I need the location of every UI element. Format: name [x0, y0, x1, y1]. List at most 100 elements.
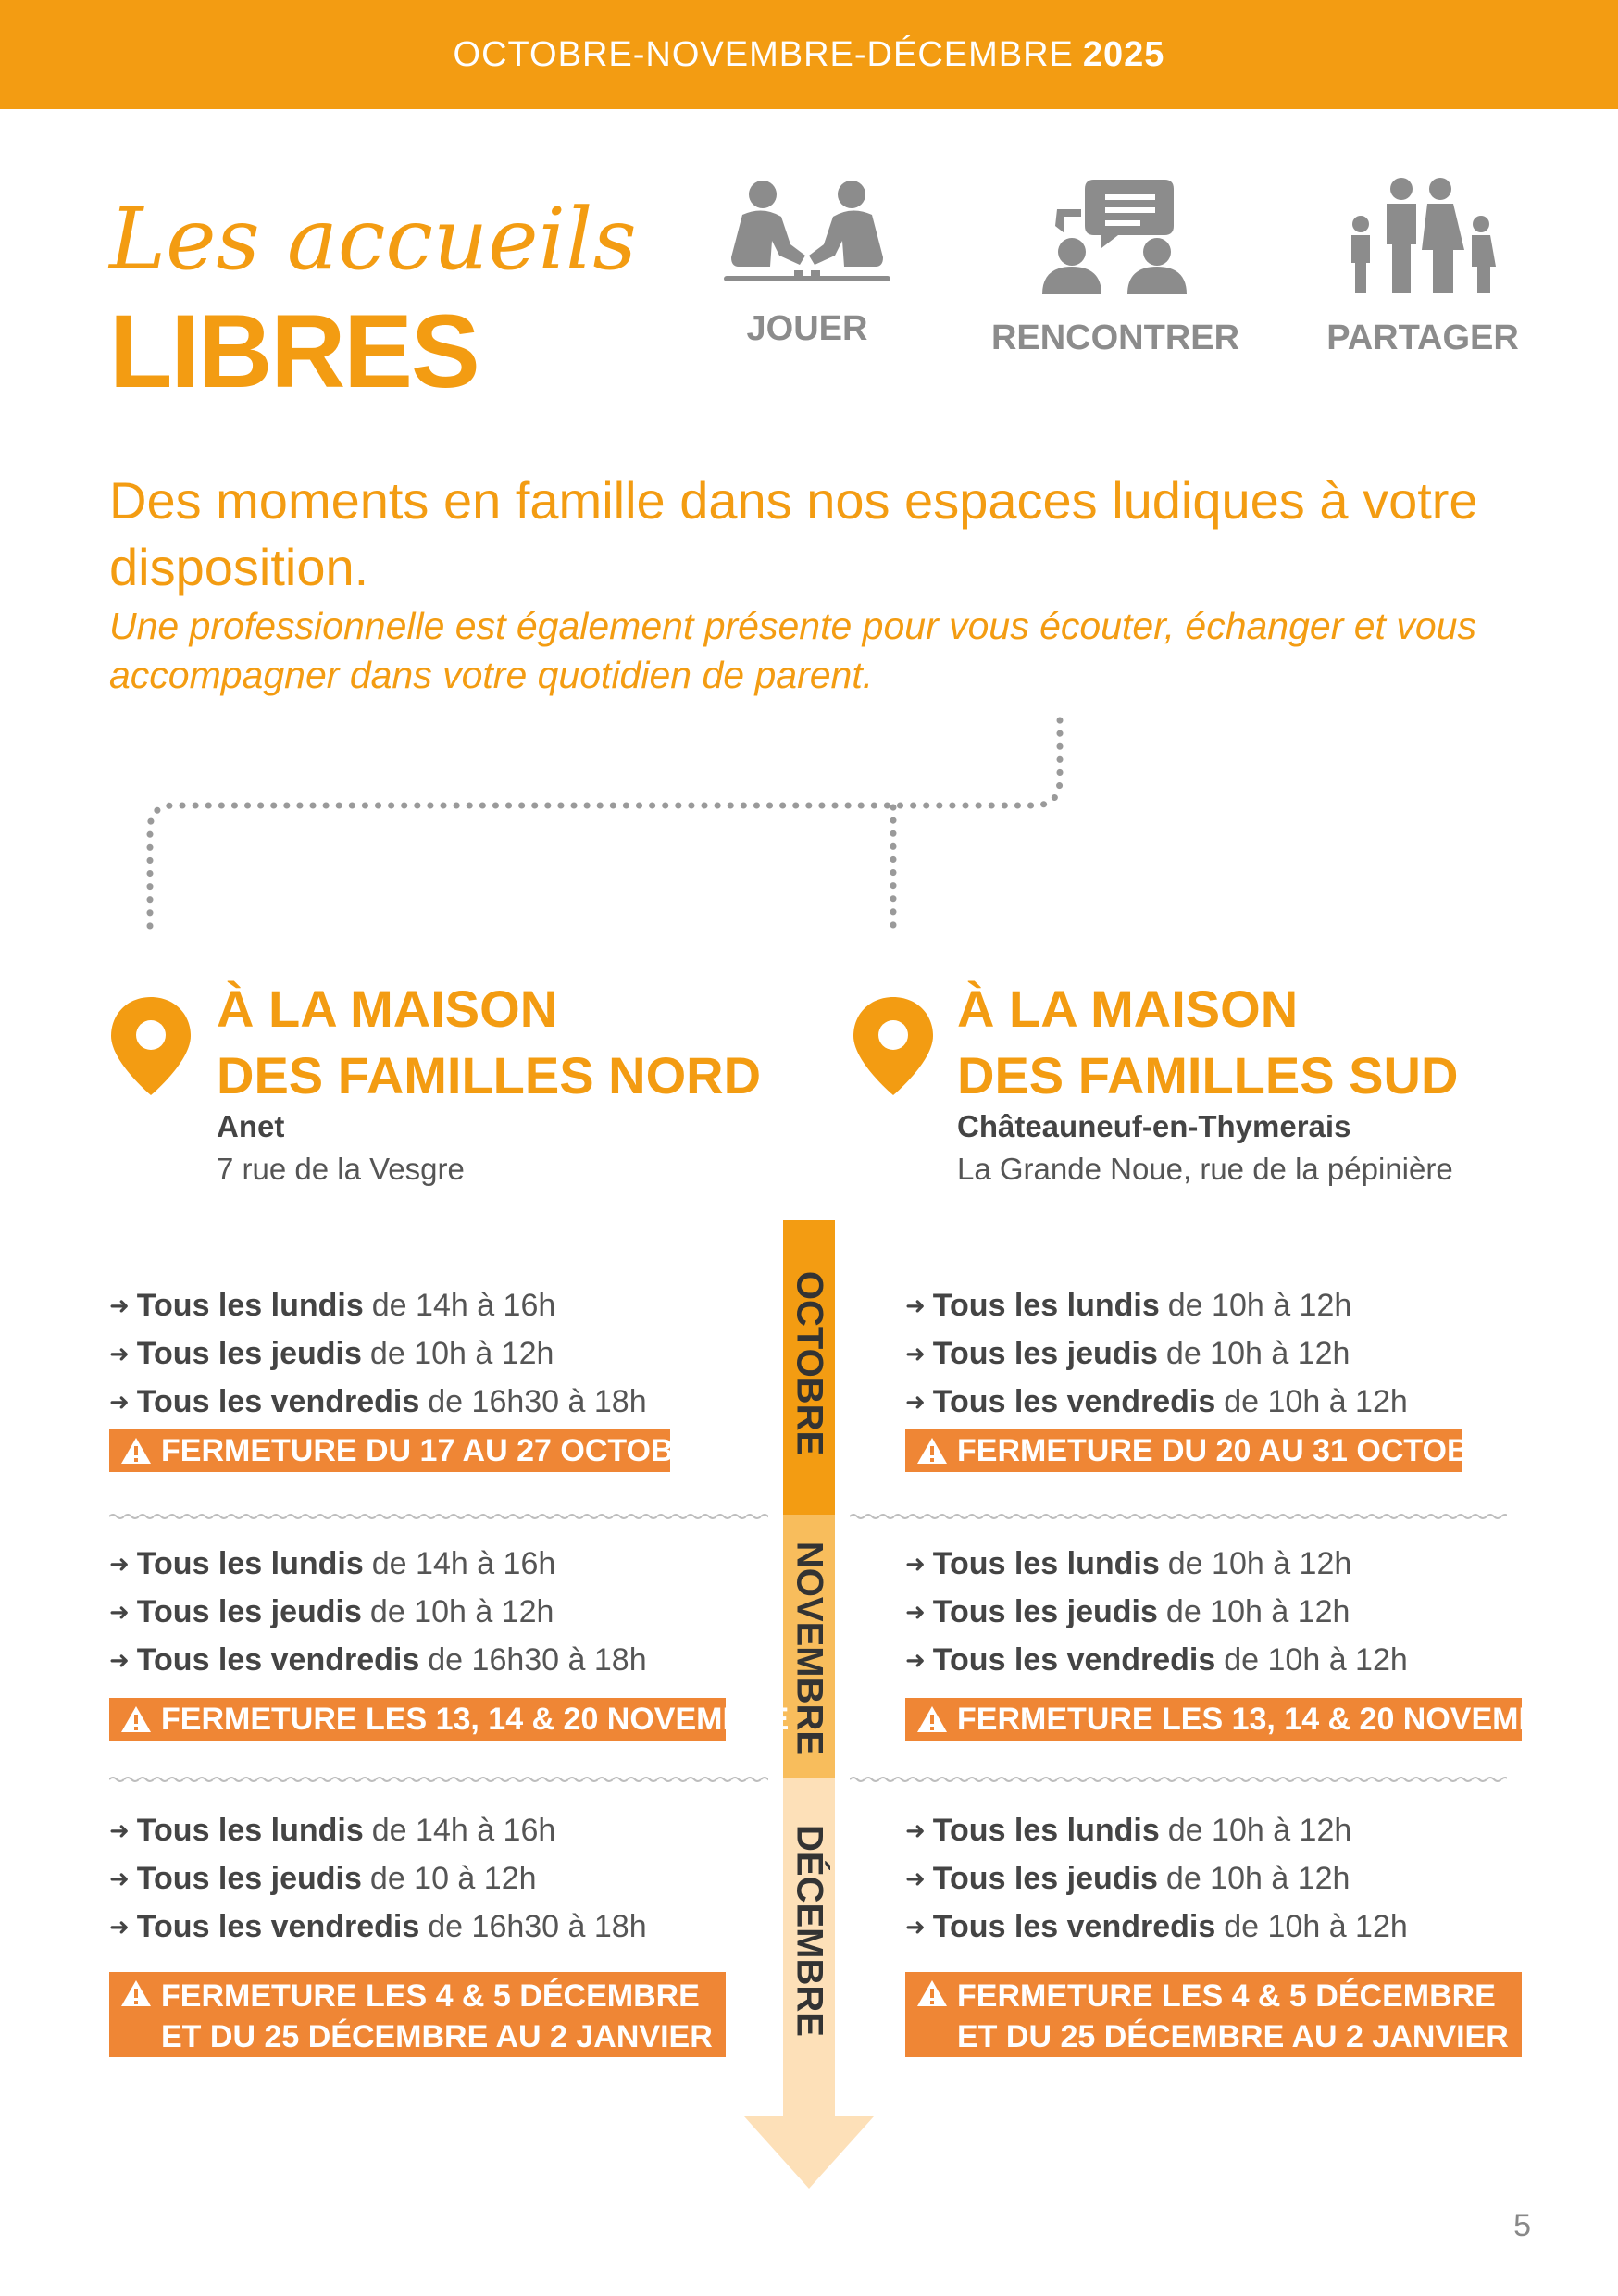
schedule-row: ➜ Tous les lundis de 14h à 16h [109, 1281, 647, 1329]
icon-rencontrer: RENCONTRER [977, 176, 1254, 358]
icon-label-jouer: JOUER [746, 309, 868, 348]
schedule-hours: de 10h à 12h [1167, 1813, 1352, 1848]
arrow-icon: ➜ [109, 1388, 130, 1416]
location-pin-icon-nord [111, 997, 191, 1095]
schedule-row: ➜ Tous les lundis de 10h à 12h [905, 1806, 1408, 1854]
schedule-row: ➜ Tous les vendredis de 10h à 12h [905, 1636, 1408, 1684]
arrow-icon: ➜ [109, 1292, 130, 1319]
arrow-icon: ➜ [109, 1646, 130, 1674]
schedule-decembre-nord: ➜ Tous les lundis de 14h à 16h ➜ Tous les j… [109, 1806, 647, 1951]
schedule-day: Tous les jeudis [932, 1861, 1158, 1896]
arrow-icon: ➜ [905, 1646, 926, 1674]
schedule-row: ➜ Tous les lundis de 10h à 12h [905, 1540, 1408, 1588]
timeline-segment-novembre [783, 1515, 835, 1778]
wavy-separator-2 [109, 1774, 1507, 1785]
icon-label-rencontrer: RENCONTRER [990, 318, 1240, 357]
arrow-icon: ➜ [905, 1816, 926, 1844]
closure-banner-decembre-nord: FERMETURE LES 4 & 5 DÉCEMBRE ET DU 25 DÉ… [109, 1972, 726, 2057]
location-nord-line1: À LA MAISON [217, 980, 558, 1038]
intro-italic: Une professionnelle est également présen… [109, 605, 1476, 696]
icon-partager: PARTAGER [1284, 176, 1562, 358]
schedule-row: ➜ Tous les vendredis de 10h à 12h [905, 1903, 1408, 1951]
schedule-hours: de 10 à 12h [369, 1861, 537, 1896]
schedule-novembre-sud: ➜ Tous les lundis de 10h à 12h ➜ Tous les j… [905, 1540, 1408, 1684]
schedule-row: ➜ Tous les jeudis de 10h à 12h [905, 1588, 1408, 1636]
location-nord-line2: DES FAMILLES NORD [217, 1046, 762, 1104]
month-label-decembre: DÉCEMBRE [789, 1825, 830, 2037]
schedule-novembre-nord: ➜ Tous les lundis de 14h à 16h ➜ Tous les j… [109, 1540, 647, 1684]
children-playing-icon [724, 181, 890, 281]
schedule-row: ➜ Tous les jeudis de 10 à 12h [109, 1854, 647, 1903]
icon-label-partager: PARTAGER [1326, 318, 1519, 357]
schedule-row: ➜ Tous les vendredis de 16h30 à 18h [109, 1903, 647, 1951]
closure-text: FERMETURE LES 13, 14 & 20 NOVEMBRE [161, 1702, 790, 1737]
schedule-hours: de 14h à 16h [371, 1546, 556, 1581]
location-title-nord: À LA MAISON DES FAMILLES NORD [217, 976, 761, 1109]
closure-banner-novembre-nord: FERMETURE LES 13, 14 & 20 NOVEMBRE [109, 1698, 789, 1741]
closure-text: FERMETURE LES 4 & 5 DÉCEMBRE ET DU 25 DÉ… [161, 1976, 713, 2057]
schedule-row: ➜ Tous les jeudis de 10h à 12h [905, 1854, 1408, 1903]
closure-text: FERMETURE DU 20 AU 31 OCTOBRE [957, 1433, 1513, 1468]
schedule-row: ➜ Tous les lundis de 14h à 16h [109, 1540, 647, 1588]
schedule-day: Tous les vendredis [932, 1909, 1216, 1944]
schedule-day: Tous les vendredis [136, 1909, 420, 1944]
schedule-row: ➜ Tous les jeudis de 10h à 12h [905, 1329, 1408, 1378]
schedule-day: Tous les jeudis [136, 1336, 362, 1371]
wavy-separator-1 [109, 1511, 1507, 1522]
schedule-octobre-sud: ➜ Tous les lundis de 10h à 12h ➜ Tous les j… [905, 1281, 1408, 1426]
closure-banner-novembre-sud: FERMETURE LES 13, 14 & 20 NOVEMBRE [905, 1698, 1585, 1741]
closure-banner-decembre-sud: FERMETURE LES 4 & 5 DÉCEMBRE ET DU 25 DÉ… [905, 1972, 1522, 2057]
schedule-hours: de 10h à 12h [369, 1336, 554, 1371]
closure-text: FERMETURE DU 17 AU 27 OCTOBRE [161, 1433, 717, 1468]
schedule-hours: de 16h30 à 18h [428, 1642, 647, 1678]
arrow-icon: ➜ [109, 1816, 130, 1844]
schedule-row: ➜ Tous les lundis de 10h à 12h [905, 1281, 1408, 1329]
schedule-hours: de 10h à 12h [1167, 1546, 1352, 1581]
schedule-day: Tous les vendredis [932, 1642, 1216, 1678]
page-number: 5 [1513, 2208, 1531, 2243]
closure-text-line2: ET DU 25 DÉCEMBRE AU 2 JANVIER [957, 2019, 1509, 2054]
header-period: OCTOBRE-NOVEMBRE-DÉCEMBRE 2025 [454, 35, 1165, 75]
month-label-octobre: OCTOBRE [789, 1270, 830, 1456]
schedule-day: Tous les jeudis [136, 1594, 362, 1629]
closure-banner-octobre-nord: FERMETURE DU 17 AU 27 OCTOBRE [109, 1429, 717, 1472]
month-label-novembre: NOVEMBRE [789, 1541, 830, 1756]
timeline-bar [744, 1220, 874, 2189]
location-sud-line1: À LA MAISON [957, 980, 1299, 1038]
schedule-hours: de 14h à 16h [371, 1288, 556, 1323]
schedule-row: ➜ Tous les vendredis de 10h à 12h [905, 1378, 1408, 1426]
schedule-row: ➜ Tous les jeudis de 10h à 12h [109, 1588, 647, 1636]
schedule-day: Tous les lundis [136, 1288, 364, 1323]
title-script: Les accueils [109, 190, 637, 289]
header-year: 2025 [1082, 34, 1165, 74]
schedule-row: ➜ Tous les vendredis de 16h30 à 18h [109, 1378, 647, 1426]
schedule-row: ➜ Tous les vendredis de 16h30 à 18h [109, 1636, 647, 1684]
schedule-day: Tous les lundis [136, 1546, 364, 1581]
location-title-sud: À LA MAISON DES FAMILLES SUD [957, 976, 1458, 1109]
closure-text-line1: FERMETURE LES 4 & 5 DÉCEMBRE [161, 1978, 700, 2014]
closure-text: FERMETURE LES 4 & 5 DÉCEMBRE ET DU 25 DÉ… [957, 1976, 1509, 2057]
arrow-icon: ➜ [905, 1340, 926, 1367]
schedule-hours: de 10h à 12h [1224, 1909, 1408, 1944]
schedule-hours: de 10h à 12h [1224, 1384, 1408, 1419]
schedule-row: ➜ Tous les jeudis de 10h à 12h [109, 1329, 647, 1378]
schedule-day: Tous les lundis [136, 1813, 364, 1848]
warning-icon [121, 1438, 151, 1464]
warning-icon [917, 1706, 947, 1732]
schedule-decembre-sud: ➜ Tous les lundis de 10h à 12h ➜ Tous les j… [905, 1806, 1408, 1951]
title-big: LIBRES [109, 293, 480, 409]
schedule-day: Tous les jeudis [136, 1861, 362, 1896]
timeline-segment-decembre [783, 1778, 835, 2116]
schedule-day: Tous les vendredis [136, 1642, 420, 1678]
icon-jouer: JOUER [668, 176, 946, 349]
arrow-icon: ➜ [109, 1340, 130, 1367]
schedule-hours: de 16h30 à 18h [428, 1384, 647, 1419]
schedule-hours: de 10h à 12h [1165, 1594, 1350, 1629]
schedule-hours: de 16h30 à 18h [428, 1909, 647, 1944]
schedule-hours: de 10h à 12h [1224, 1642, 1408, 1678]
arrow-icon: ➜ [109, 1913, 130, 1940]
closure-text-line1: FERMETURE LES 4 & 5 DÉCEMBRE [957, 1978, 1496, 2014]
arrow-icon: ➜ [905, 1388, 926, 1416]
schedule-day: Tous les lundis [932, 1288, 1160, 1323]
arrow-icon: ➜ [905, 1550, 926, 1578]
